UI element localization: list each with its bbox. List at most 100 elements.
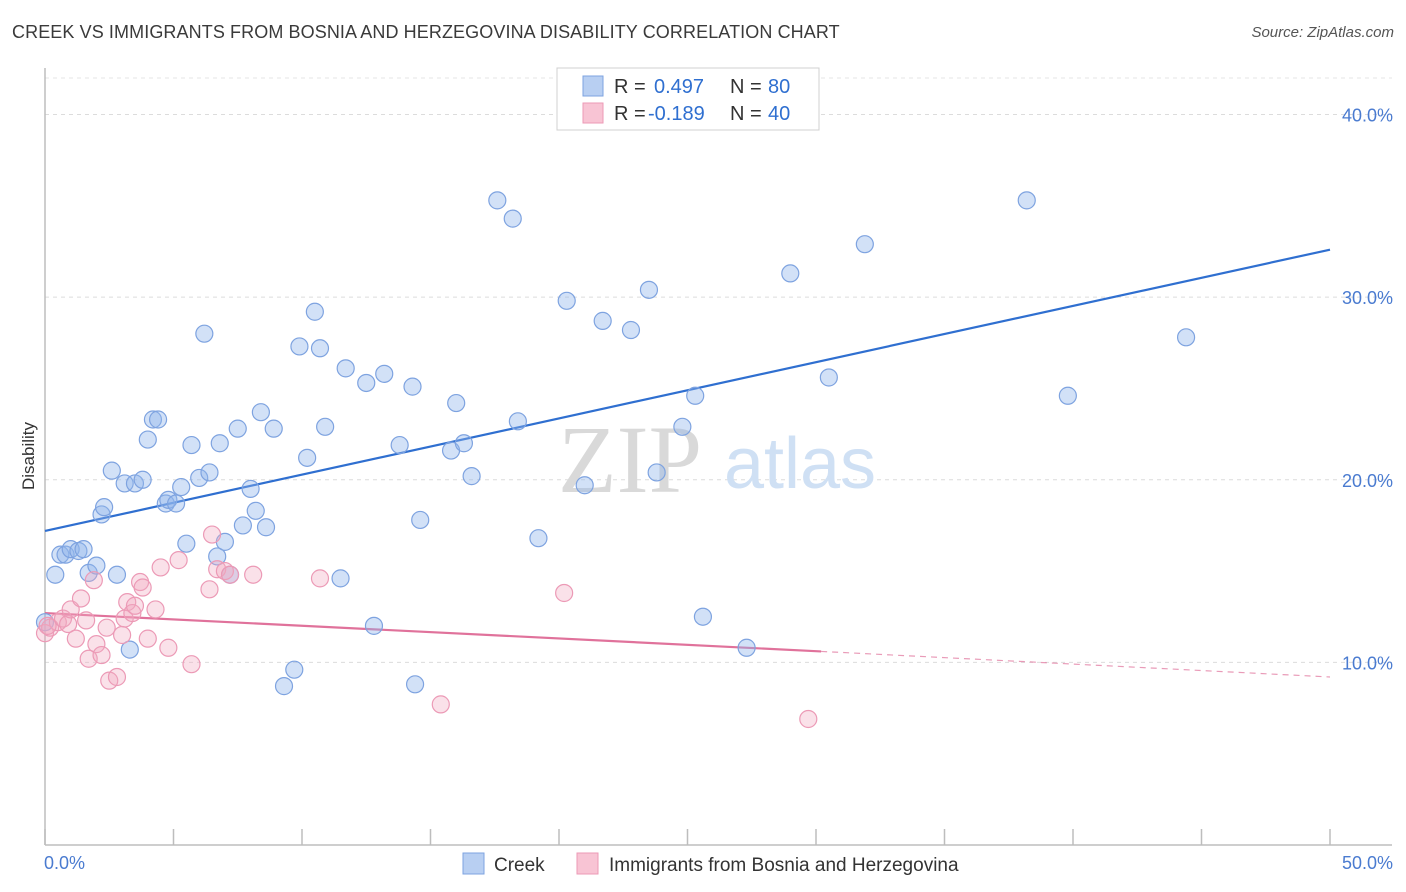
- creek-point: [310, 339, 330, 358]
- creek-r-value: 0.497: [654, 76, 704, 98]
- bosnia-series-label: Immigrants from Bosnia and Herzegovina: [609, 855, 959, 876]
- creek-point: [95, 498, 114, 517]
- creek-point: [143, 410, 163, 429]
- creek-point: [411, 510, 430, 530]
- tick-labels: 10.0% 20.0% 30.0% 40.0% 0.0% 50.0%: [44, 106, 1393, 873]
- creek-point: [148, 410, 168, 429]
- creek-point: [737, 638, 756, 657]
- creek-point: [74, 540, 93, 559]
- bosnia-trend-line-extension: [821, 650, 1331, 678]
- bosnia-point: [151, 558, 170, 577]
- creek-point: [138, 430, 157, 449]
- creek-point: [781, 264, 800, 283]
- bosnia-point: [59, 614, 78, 634]
- creek-n-label: N =: [730, 76, 762, 98]
- watermark-zip: ZIP: [558, 406, 702, 513]
- creek-point: [208, 547, 227, 566]
- creek-point: [264, 419, 283, 438]
- creek-point: [107, 565, 127, 584]
- creek-point: [331, 569, 350, 588]
- creek-point: [251, 403, 270, 422]
- bosnia-point: [66, 629, 85, 648]
- bosnia-point: [182, 655, 201, 674]
- creek-point: [621, 320, 641, 340]
- creek-r-label: R =: [614, 76, 646, 98]
- bosnia-point: [35, 624, 55, 643]
- creek-point: [172, 477, 191, 497]
- creek-point: [51, 545, 70, 564]
- bosnia-point: [107, 667, 127, 687]
- bosnia-point: [125, 596, 145, 615]
- bosnia-point: [159, 638, 178, 657]
- creek-point: [488, 191, 507, 210]
- creek-point: [133, 470, 152, 489]
- creek-point: [447, 393, 466, 413]
- creek-point: [290, 337, 309, 356]
- creek-point: [686, 386, 705, 405]
- bosnia-point: [431, 695, 450, 714]
- creek-point: [210, 434, 229, 453]
- creek-point: [1058, 386, 1077, 405]
- chart-title: CREEK VS IMMIGRANTS FROM BOSNIA AND HERZ…: [12, 22, 840, 42]
- creek-legend-swatch: [582, 75, 604, 97]
- x-tick-label: 50.0%: [1342, 853, 1393, 873]
- y-tick-label: 10.0%: [1342, 653, 1393, 673]
- creek-point: [403, 377, 422, 396]
- creek-point: [673, 417, 692, 436]
- bosnia-point: [799, 709, 818, 729]
- creek-point: [177, 534, 196, 553]
- bosnia-n-value: 40: [768, 103, 790, 125]
- creek-point: [200, 463, 219, 482]
- bosnia-point: [310, 569, 330, 588]
- stats-legend: R = 0.497 N = 80 R = -0.189 N = 40: [556, 67, 820, 131]
- creek-point: [819, 368, 838, 387]
- creek-point: [375, 364, 394, 383]
- trend-lines: [44, 248, 1331, 678]
- y-tick-label: 40.0%: [1342, 106, 1393, 126]
- creek-point: [593, 311, 612, 330]
- creek-point: [405, 675, 425, 694]
- axes: [44, 68, 1392, 846]
- chart-source: Source: ZipAtlas.com: [1251, 24, 1394, 41]
- creek-n-value: 80: [768, 76, 790, 98]
- creek-series-label: Creek: [494, 855, 545, 876]
- bosnia-point: [146, 600, 165, 619]
- creek-point: [1176, 328, 1196, 347]
- y-tick-label: 20.0%: [1342, 471, 1393, 491]
- creek-point: [357, 373, 376, 393]
- bosnia-point: [53, 609, 73, 628]
- creek-point: [316, 417, 335, 436]
- bosnia-series-swatch: [576, 852, 599, 875]
- data-points: [35, 191, 1196, 729]
- bosnia-point: [112, 625, 132, 645]
- creek-point: [241, 479, 260, 498]
- creek-point: [182, 435, 201, 455]
- creek-point: [693, 607, 713, 626]
- creek-point: [529, 529, 548, 548]
- bosnia-point: [97, 618, 116, 637]
- bosnia-point: [220, 565, 240, 584]
- bosnia-n-label: N =: [730, 103, 762, 125]
- creek-point: [336, 359, 355, 378]
- bosnia-point: [138, 629, 157, 648]
- creek-point: [87, 556, 106, 575]
- bosnia-trend-line: [44, 611, 822, 653]
- bosnia-point: [169, 551, 188, 570]
- x-tick-label: 0.0%: [44, 853, 85, 873]
- bosnia-point: [87, 635, 106, 654]
- bosnia-point: [84, 571, 103, 590]
- bosnia-point: [133, 578, 152, 597]
- creek-point: [46, 565, 65, 584]
- creek-point: [166, 494, 186, 513]
- creek-point: [285, 660, 304, 679]
- creek-point: [190, 468, 209, 488]
- creek-point: [557, 291, 576, 310]
- bosnia-r-value: -0.189: [648, 103, 705, 125]
- bosnia-legend-swatch: [582, 102, 604, 124]
- y-tick-label: 30.0%: [1342, 288, 1393, 308]
- creek-point: [508, 412, 527, 431]
- creek-point: [503, 209, 522, 228]
- creek-point: [115, 474, 134, 493]
- creek-trend-line: [44, 248, 1331, 532]
